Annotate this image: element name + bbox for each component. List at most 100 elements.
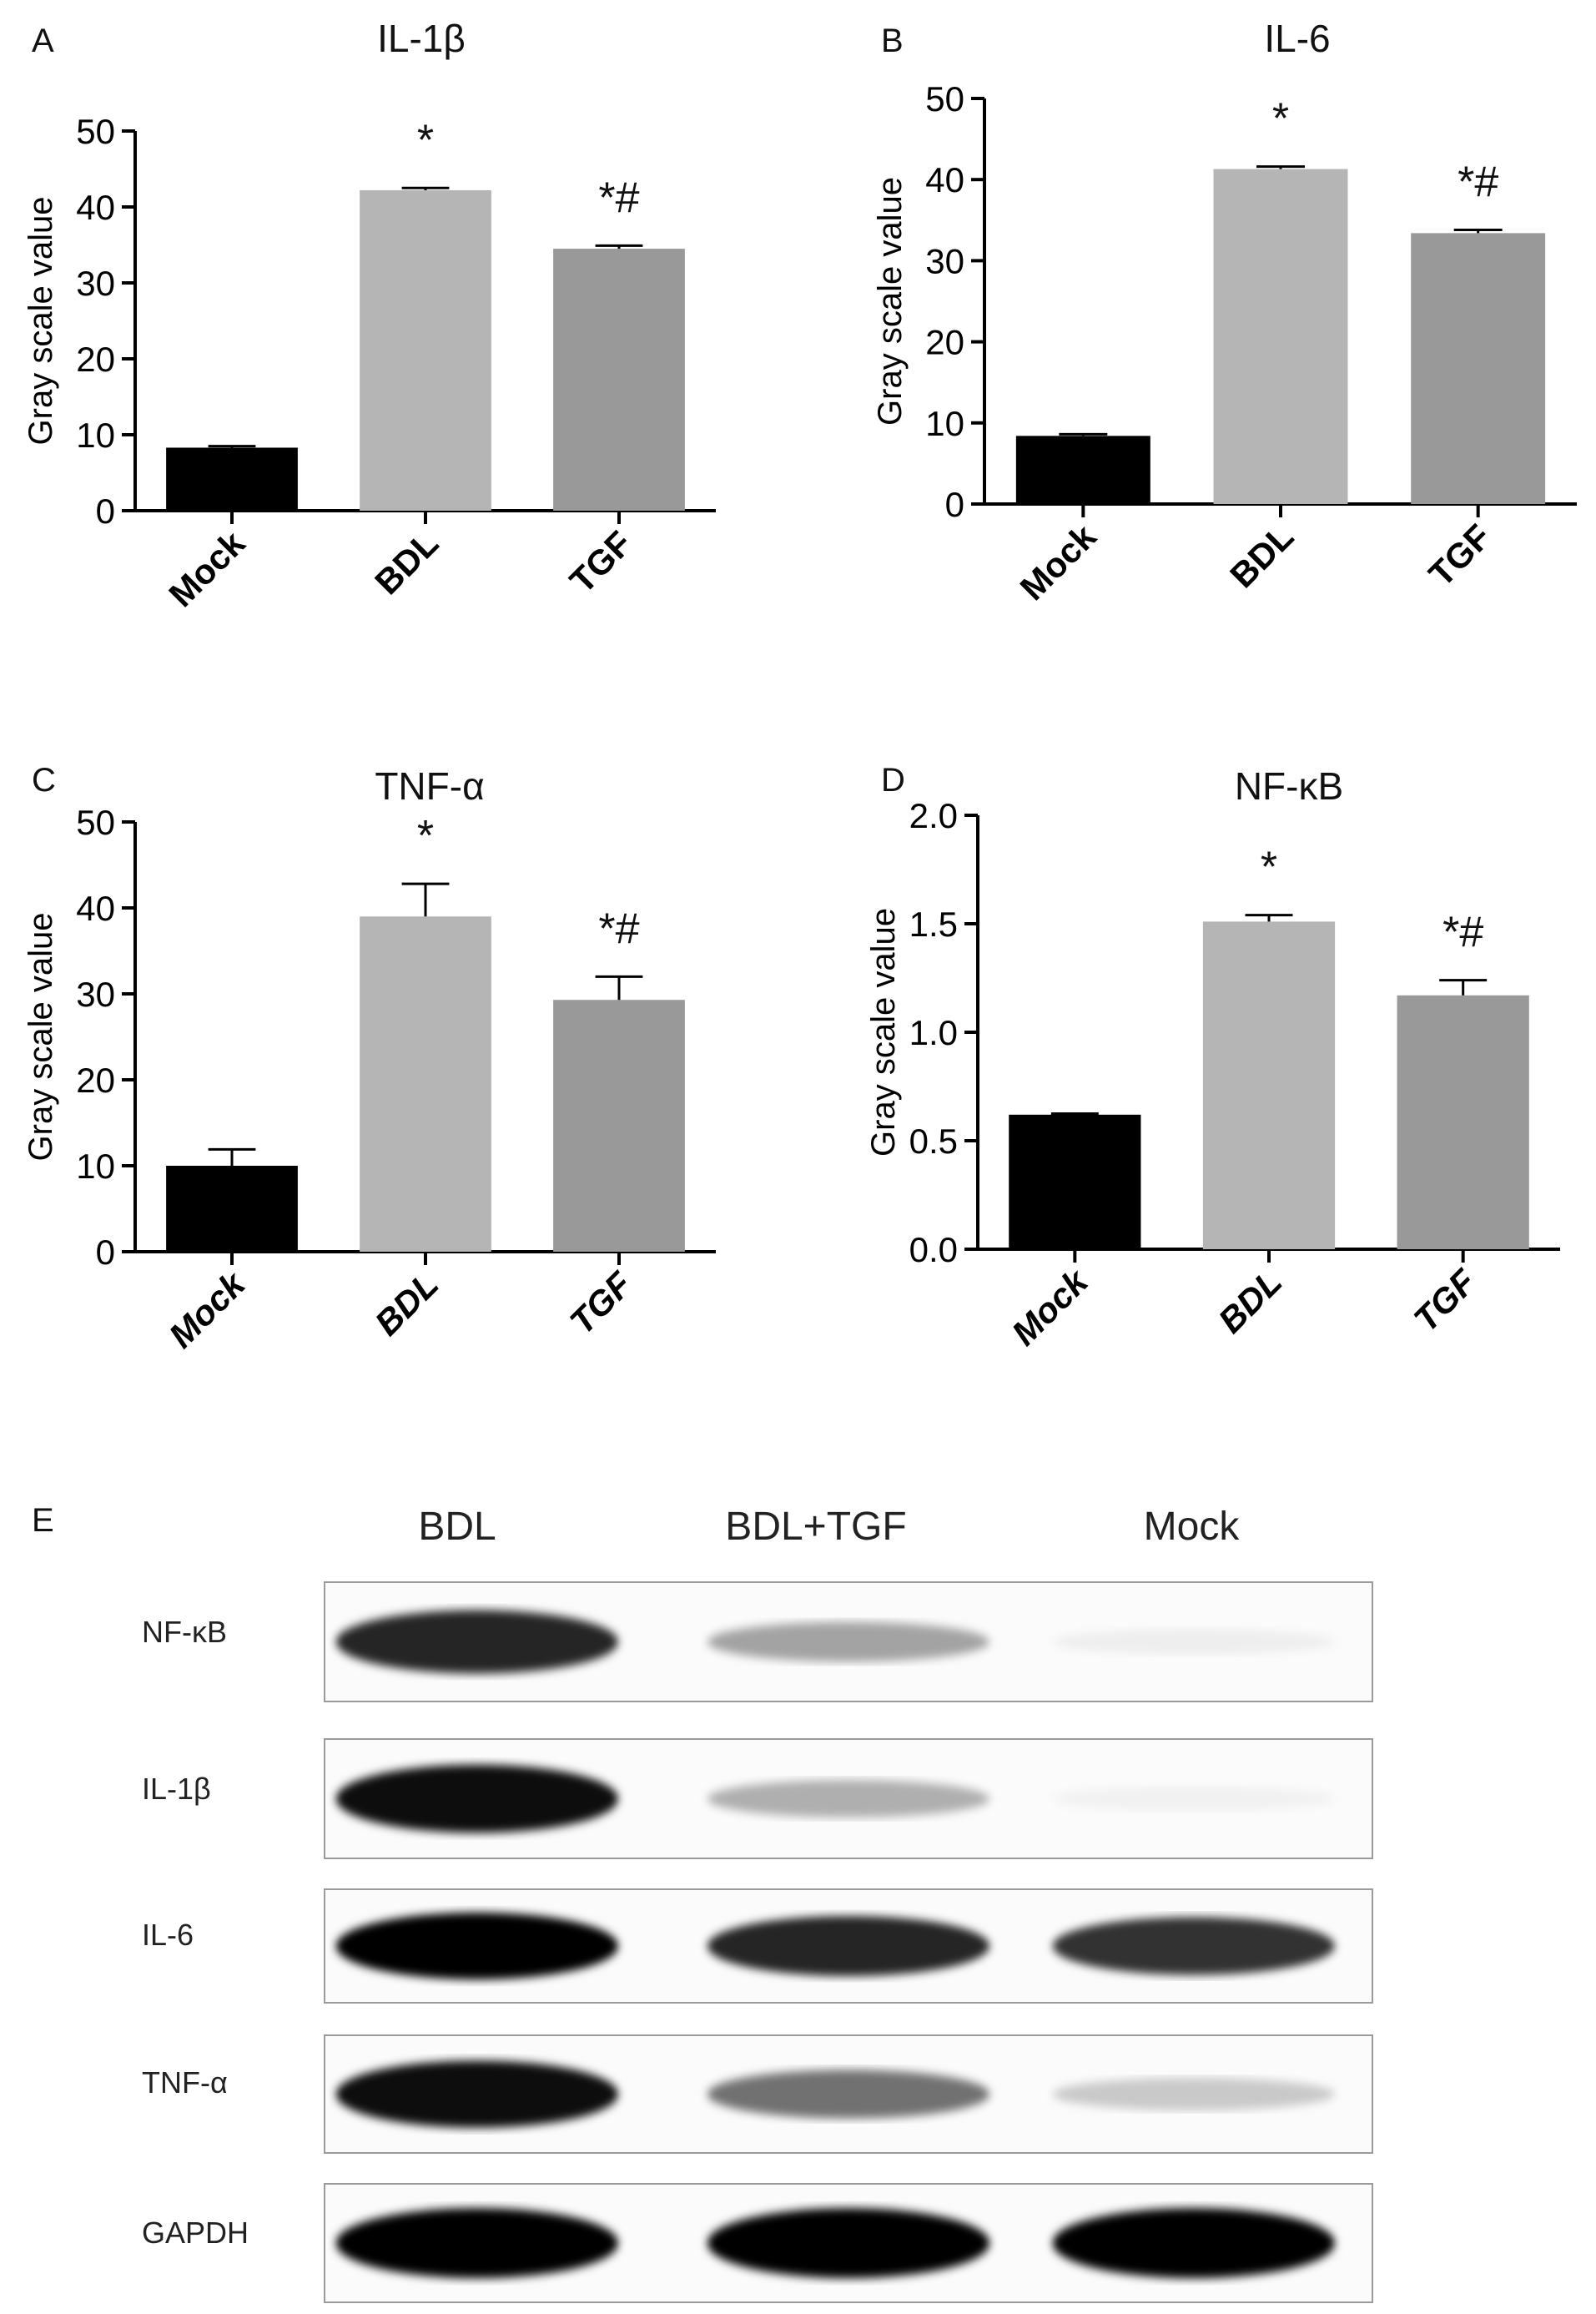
- chart-c-significance-bdl: *: [417, 812, 434, 860]
- chart-d-x-tick-label-bdl: BDL: [1211, 1262, 1289, 1340]
- chart-a-y-tick-label: 0: [96, 492, 115, 531]
- chart-a-significance-bdl: *: [417, 116, 434, 164]
- chart-a-significance-tgf: *#: [598, 174, 639, 222]
- blot-bands-svg: [335, 1610, 1336, 1674]
- chart-c-panel-letter: C: [32, 762, 56, 799]
- blot-band-mock: [1052, 1917, 1336, 1975]
- chart-c-y-tick-label: 30: [76, 975, 115, 1014]
- chart-a-y-axis-label: Gray scale value: [23, 197, 59, 446]
- chart-a-y-tick-label: 10: [76, 416, 115, 455]
- blot-row-label-tnfa: TNF-α: [142, 2065, 228, 2100]
- chart-d-y-tick-label: 0.0: [909, 1230, 958, 1269]
- chart-c-bar-tgf: [553, 1000, 685, 1252]
- chart-b-bar-bdl: [1213, 169, 1348, 504]
- chart-b-bar-tgf: [1411, 233, 1546, 504]
- blot-strip-il6: [324, 1888, 1373, 2004]
- blot-bands-svg: [335, 1912, 1336, 1980]
- blot-strip-nfkb: [324, 1581, 1373, 1702]
- chart-a-y-tick-label: 30: [76, 264, 115, 303]
- chart-c-y-axis-label: Gray scale value: [23, 913, 59, 1162]
- chart-c-x-tick-label-mock: Mock: [161, 1263, 254, 1355]
- blot-strip-gapdh: [324, 2183, 1373, 2303]
- blot-band-bdl: [335, 1764, 619, 1833]
- blot-band-bdl: [335, 1610, 619, 1674]
- chart-c-y-tick-label: 20: [76, 1061, 115, 1100]
- chart-b-panel-letter: B: [881, 23, 904, 59]
- blot-band-mock: [1052, 1628, 1336, 1656]
- chart-d-y-tick-label: 0.5: [909, 1122, 958, 1161]
- chart-a-x-tick-label-bdl: BDL: [367, 523, 446, 602]
- chart-a-bar-bdl: [360, 189, 491, 512]
- blot-bands-svg: [335, 2060, 1336, 2128]
- chart-b-y-tick-label: 30: [925, 241, 964, 280]
- chart-a-x-tick-label-tgf: TGF: [562, 523, 640, 601]
- chart-b-y-tick-label: 0: [945, 485, 964, 524]
- chart-a-y-tick-label: 20: [76, 340, 115, 379]
- panel-letter-e: E: [32, 1502, 54, 1539]
- blot-band-bdl-tgf: [707, 2208, 990, 2278]
- blot-band-bdl-tgf: [707, 1621, 990, 1662]
- lane-label-mock: Mock: [1143, 1505, 1240, 1549]
- chart-c-y-tick-label: 40: [76, 889, 115, 928]
- blot-band-bdl-tgf: [707, 1915, 990, 1977]
- chart-b-y-tick-label: 10: [925, 404, 964, 443]
- chart-c-bar-bdl: [360, 916, 491, 1252]
- chart-c-y-tick-label: 10: [76, 1147, 115, 1186]
- chart-d-x-tick-label-tgf: TGF: [1406, 1261, 1484, 1339]
- blot-band-bdl: [335, 2060, 619, 2128]
- blot-band-mock: [1052, 2208, 1336, 2278]
- blot-bands-svg: [335, 1764, 1336, 1833]
- chart-a-bar-tgf: [553, 249, 685, 511]
- chart-b-y-axis-label: Gray scale value: [872, 177, 909, 426]
- chart-b-significance-tgf: *#: [1458, 158, 1498, 206]
- chart-d-title: NF-κB: [1235, 764, 1343, 808]
- chart-a-bar-mock: [166, 447, 298, 511]
- chart-b-bar-mock: [1015, 436, 1150, 504]
- blot-strip-il1b: [324, 1738, 1373, 1859]
- chart-d-y-axis-label: Gray scale value: [865, 908, 902, 1157]
- blot-strip-tnfa: [324, 2034, 1373, 2154]
- blot-band-mock: [1052, 2078, 1336, 2110]
- blot-row-label-nfkb: NF-κB: [142, 1615, 227, 1649]
- blot-bands-svg: [335, 2208, 1336, 2278]
- chart-b-y-tick-label: 40: [925, 160, 964, 199]
- chart-d-bar-mock: [1009, 1114, 1141, 1249]
- chart-d-bar-tgf: [1397, 995, 1529, 1249]
- chart-a-panel-letter: A: [32, 23, 54, 59]
- chart-b-x-tick-label-tgf: TGF: [1421, 517, 1498, 594]
- western-blot-panel: E BDL BDL+TGF Mock NF-κB IL-1β IL-6 TNF-…: [0, 1469, 1596, 2314]
- chart-c-y-tick-label: 0: [96, 1233, 115, 1272]
- chart-c-x-tick-label-bdl: BDL: [367, 1264, 446, 1343]
- chart-b-significance-bdl: *: [1272, 95, 1289, 144]
- blot-band-mock: [1052, 1786, 1336, 1812]
- chart-c-title: TNF-α: [375, 764, 484, 808]
- chart-b-y-tick-label: 20: [925, 323, 964, 362]
- chart-a-y-tick-label: 40: [76, 188, 115, 227]
- blot-band-bdl-tgf: [707, 2069, 990, 2119]
- blot-band-bdl-tgf: [707, 1779, 990, 1818]
- chart-d-y-tick-label: 1.5: [909, 905, 958, 944]
- chart-a-y-tick-label: 50: [76, 112, 115, 151]
- chart-c-bar-mock: [166, 1166, 298, 1252]
- chart-b-x-tick-label-mock: Mock: [1013, 517, 1105, 608]
- lane-label-bdl: BDL: [418, 1505, 496, 1549]
- blot-row-label-gapdh: GAPDH: [142, 2216, 249, 2250]
- chart-d-significance-tgf: *#: [1442, 909, 1483, 957]
- chart-d-significance-bdl: *: [1261, 844, 1277, 892]
- chart-d-y-tick-label: 1.0: [909, 1013, 958, 1052]
- chart-d-x-tick-label-mock: Mock: [1004, 1260, 1097, 1353]
- chart-d-y-tick-label: 2.0: [909, 796, 958, 835]
- lane-label-bdl-tgf: BDL+TGF: [725, 1505, 907, 1549]
- chart-c-y-tick-label: 50: [76, 803, 115, 842]
- chart-a-title: IL-1β: [377, 17, 466, 60]
- chart-b-x-tick-label-bdl: BDL: [1222, 517, 1301, 595]
- chart-b-title: IL-6: [1264, 17, 1330, 60]
- chart-c-significance-tgf: *#: [598, 905, 639, 953]
- blot-band-bdl: [335, 2208, 619, 2278]
- blot-row-label-il6: IL-6: [142, 1918, 194, 1952]
- chart-b-y-tick-label: 50: [925, 79, 964, 118]
- chart-d-bar-bdl: [1202, 921, 1336, 1249]
- chart-d-panel-letter: D: [881, 762, 905, 799]
- blot-band-bdl: [335, 1912, 619, 1980]
